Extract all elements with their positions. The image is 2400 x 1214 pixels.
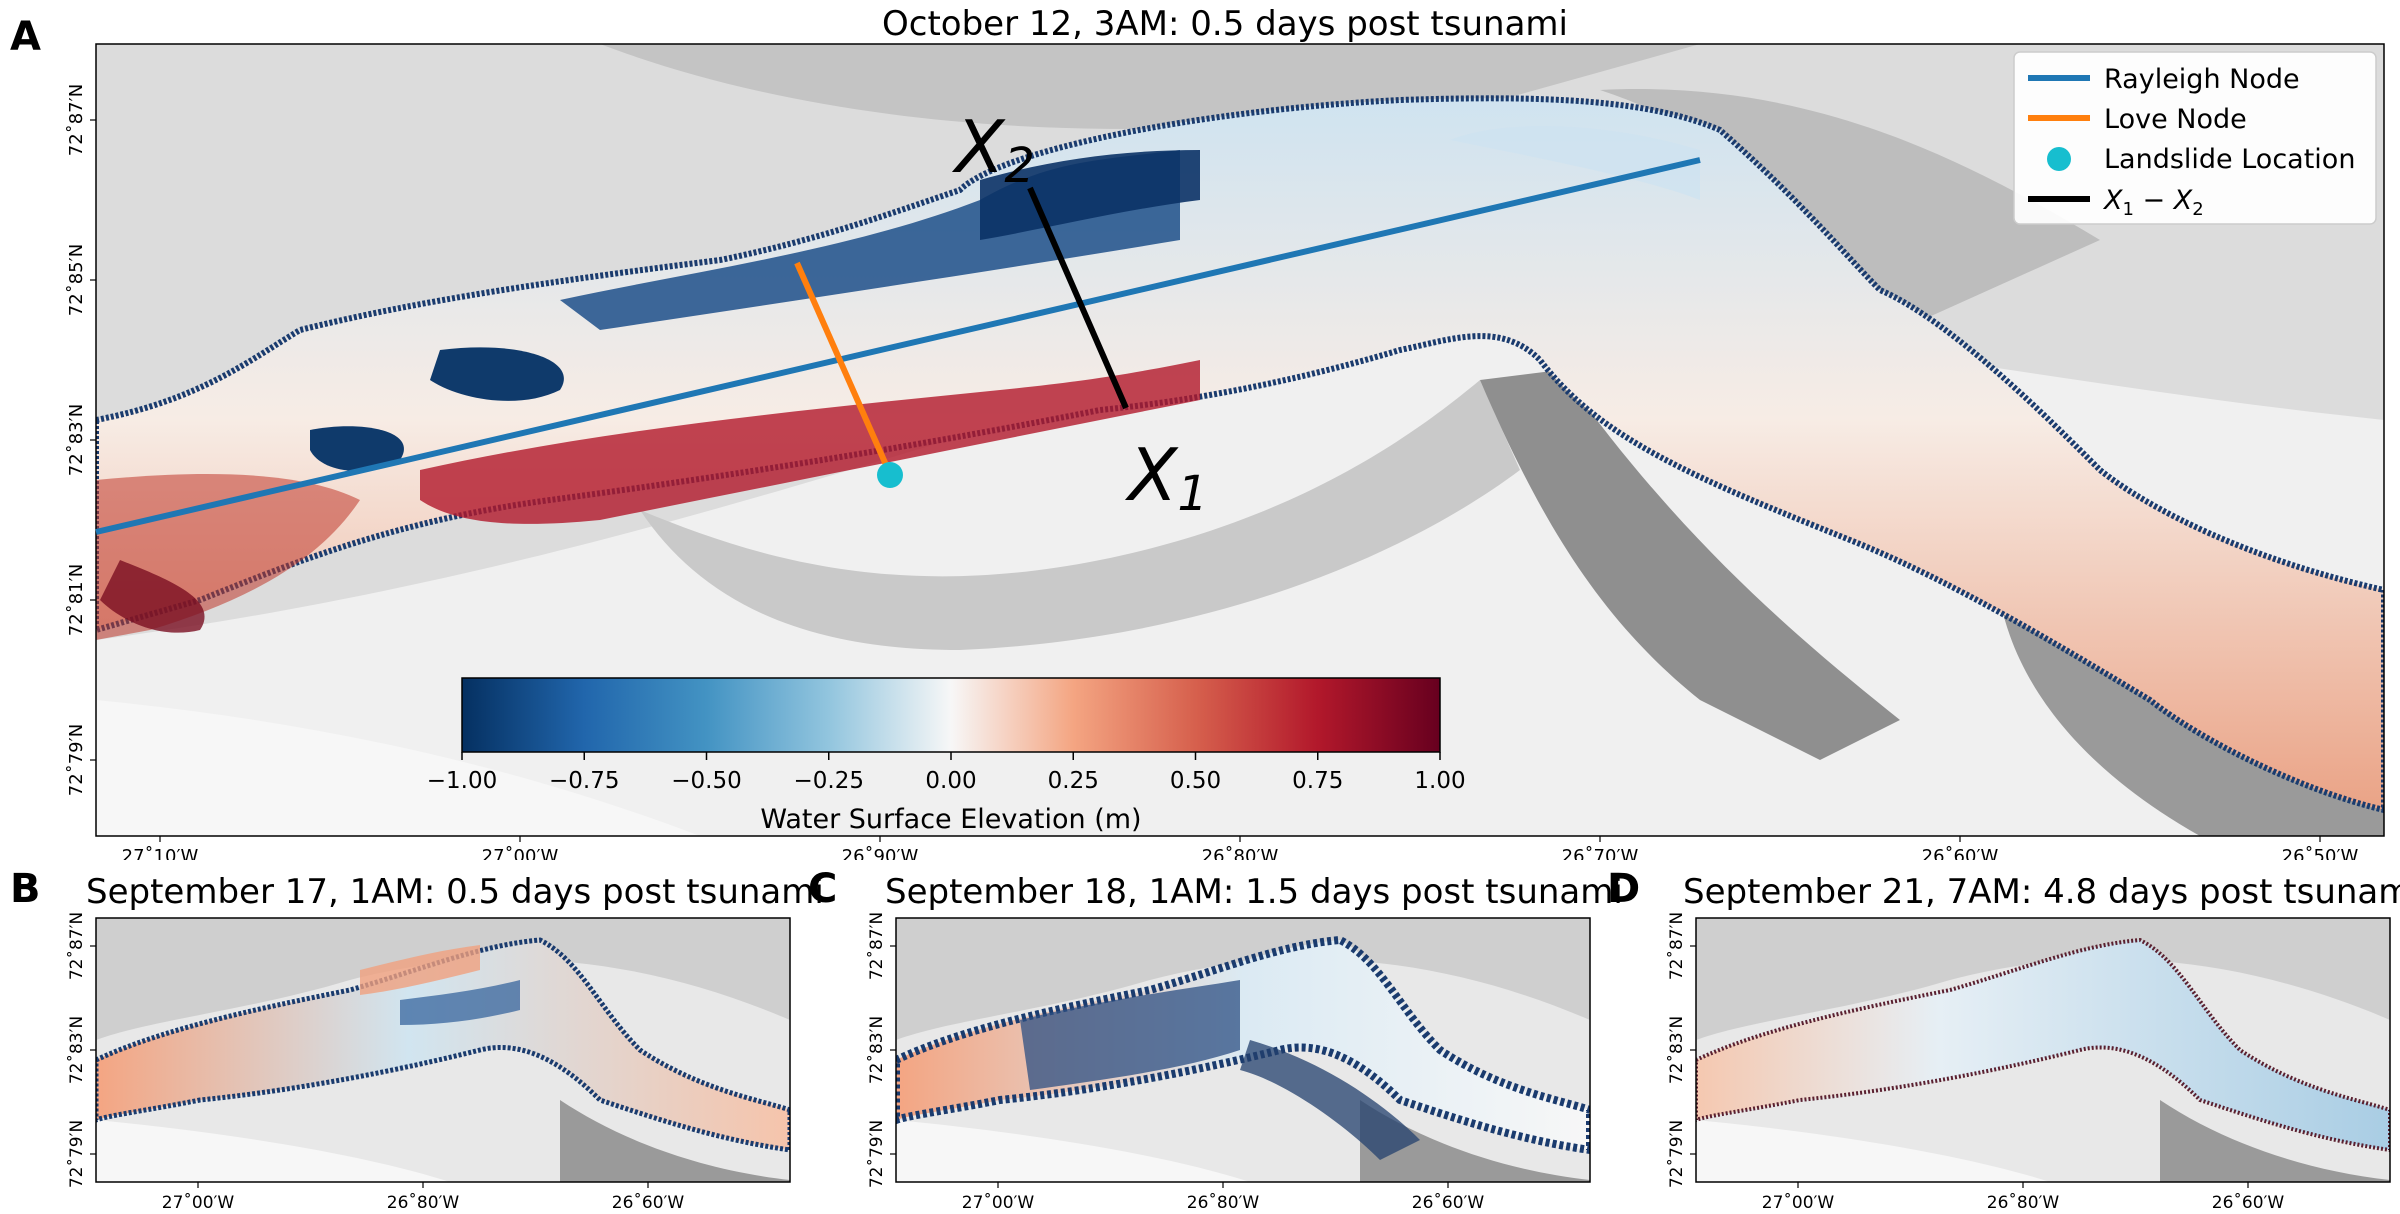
longitude-tick-label: 27˚00′W: [962, 1192, 1035, 1213]
latitude-tick-label: 72˚83′N: [1666, 1016, 1687, 1084]
panel-label-d: D: [1607, 866, 1641, 912]
colorbar-tick-label: −0.50: [671, 768, 741, 794]
longitude-tick-label: 26˚60′W: [1412, 1192, 1485, 1213]
latitude-tick-label: 72˚81′N: [66, 564, 87, 636]
longitude-tick-label: 26˚80′W: [1987, 1192, 2060, 1213]
colorbar-gradient: [461, 677, 1441, 753]
longitude-tick-label: 27˚00′W: [1762, 1192, 1835, 1213]
latitude-tick-label: 72˚83′N: [866, 1016, 887, 1084]
panel-label-a: A: [10, 14, 41, 60]
legend: Rayleigh Node Love Node Landslide Locati…: [2013, 51, 2377, 225]
longitude-tick-label: 26˚80′W: [1202, 846, 1279, 860]
longitude-tick-label: 27˚00′W: [482, 846, 559, 860]
longitude-tick-label: 26˚70′W: [1562, 846, 1639, 860]
panel-b-title: September 17, 1AM: 0.5 days post tsunami: [86, 872, 824, 912]
panel-c-title: September 18, 1AM: 1.5 days post tsunami: [885, 872, 1623, 912]
longitude-tick-label: 26˚60′W: [612, 1192, 685, 1213]
latitude-tick-label: 72˚83′N: [66, 1016, 87, 1084]
colorbar-tick-label: 0.00: [925, 768, 976, 794]
colorbar-tick-label: 0.25: [1048, 768, 1099, 794]
panel-d-title: September 21, 7AM: 4.8 days post tsunami: [1683, 872, 2400, 912]
panel-c-map: 72˚87′N 72˚83′N 72˚79′N 27˚00′W 26˚80′W 26˚60…: [866, 912, 1591, 1213]
latitude-tick-label: 72˚79′N: [66, 724, 87, 796]
transect-x1-x2-line: [1027, 186, 1129, 410]
latitude-tick-label: 72˚79′N: [66, 1120, 87, 1188]
latitude-tick-label: 72˚79′N: [866, 1120, 887, 1188]
panel-label-c: C: [808, 866, 838, 912]
latitude-tick-label: 72˚87′N: [66, 84, 87, 156]
panel-label-b: B: [10, 866, 41, 912]
landslide-location-marker: [877, 462, 903, 488]
panel-d-map: 72˚87′N 72˚83′N 72˚79′N 27˚00′W 26˚80′W 26˚60…: [1666, 912, 2391, 1213]
colorbar-tick-label: −0.25: [794, 768, 864, 794]
colorbar-tick-label: −1.00: [427, 768, 497, 794]
colorbar-tick-label: −0.75: [549, 768, 619, 794]
latitude-tick-label: 72˚87′N: [66, 912, 87, 980]
longitude-tick-label: 26˚60′W: [1922, 846, 1999, 860]
panel-b-map: 72˚87′N 72˚83′N 72˚79′N 27˚00′W 26˚80′W 26˚60…: [66, 912, 791, 1213]
latitude-tick-label: 72˚87′N: [866, 912, 887, 980]
longitude-tick-label: 26˚60′W: [2212, 1192, 2285, 1213]
legend-love: Love Node: [2104, 104, 2247, 135]
colorbar-tick-label: 0.50: [1170, 768, 1221, 794]
x1-annotation: X1: [1124, 433, 1208, 522]
legend-landslide: Landslide Location: [2104, 144, 2355, 175]
latitude-tick-label: 72˚85′N: [66, 244, 87, 316]
longitude-tick-label: 26˚90′W: [842, 846, 919, 860]
colorbar-label: Water Surface Elevation (m): [760, 804, 1141, 835]
x2-annotation: X2: [951, 105, 1035, 194]
rayleigh-node-line: [95, 157, 1701, 535]
colorbar: −1.00 −0.75 −0.50 −0.25 0.00 0.25 0.50 0.75 1.00…: [427, 677, 1466, 835]
colorbar-tick-label: 0.75: [1292, 768, 1343, 794]
panel-a-title: October 12, 3AM: 0.5 days post tsunami: [882, 4, 1568, 44]
colorbar-tick-label: 1.00: [1414, 768, 1465, 794]
love-node-line: [794, 261, 893, 476]
latitude-tick-label: 72˚83′N: [66, 404, 87, 476]
longitude-tick-label: 26˚80′W: [1187, 1192, 1260, 1213]
longitude-tick-label: 26˚50′W: [2282, 846, 2359, 860]
longitude-tick-label: 27˚00′W: [162, 1192, 235, 1213]
latitude-tick-label: 72˚87′N: [1666, 912, 1687, 980]
legend-transect: X1 − X2: [2102, 185, 2204, 220]
legend-rayleigh: Rayleigh Node: [2104, 64, 2300, 95]
latitude-tick-label: 72˚79′N: [1666, 1120, 1687, 1188]
panel-a-map: X1 X2 Rayleigh Node Love Node Landslide …: [66, 43, 2385, 860]
longitude-tick-label: 27˚10′W: [122, 846, 199, 860]
longitude-tick-label: 26˚80′W: [387, 1192, 460, 1213]
